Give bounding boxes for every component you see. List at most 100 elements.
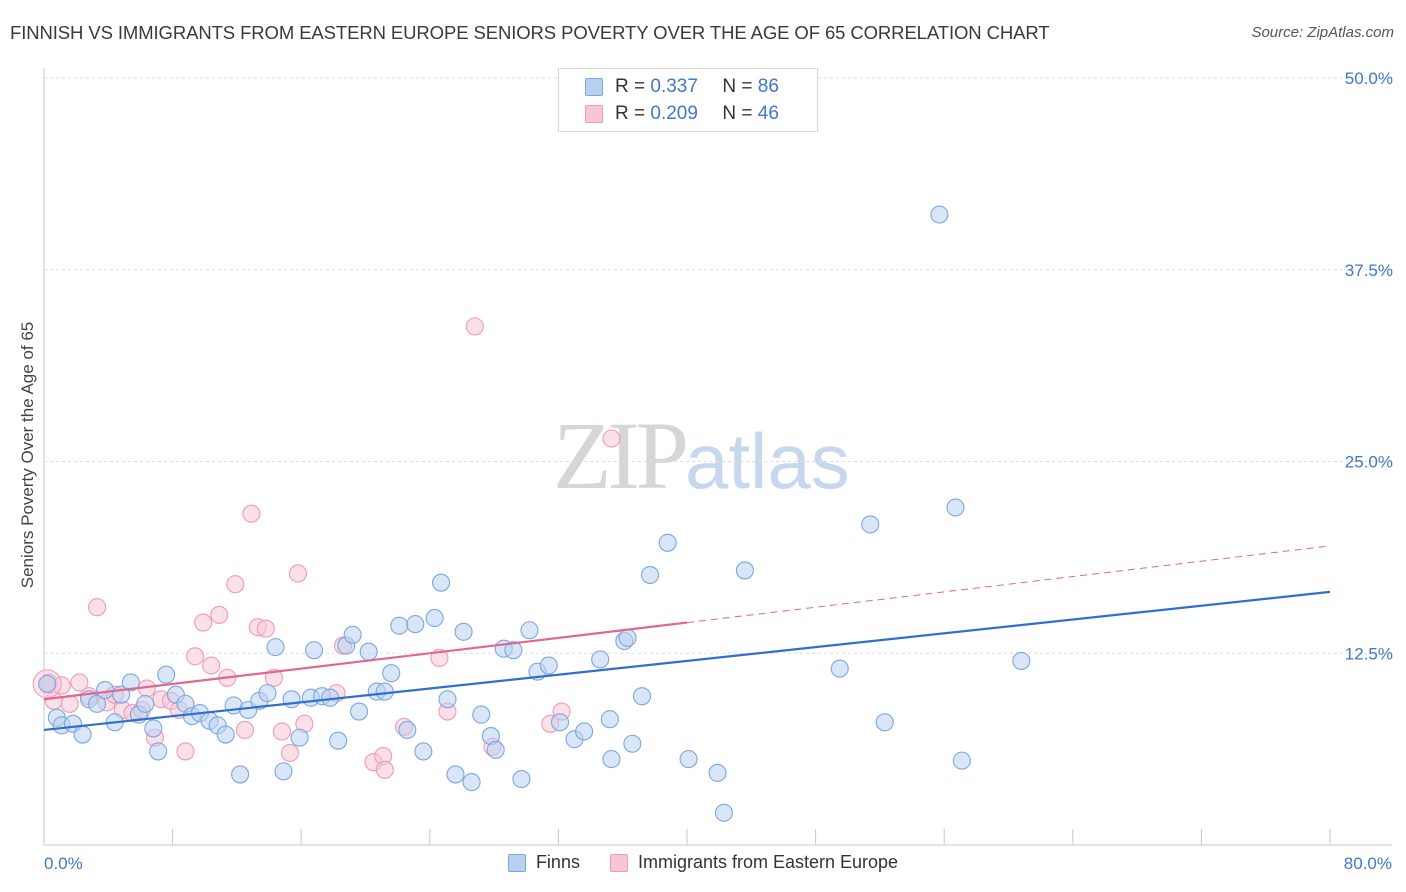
- finns-point: [875, 713, 894, 732]
- legend-label-immigrants: Immigrants from Eastern Europe: [637, 852, 899, 872]
- immigrants-point: [288, 564, 308, 583]
- finns-point: [375, 682, 394, 701]
- finns-point: [157, 665, 176, 684]
- finns-point: [658, 533, 677, 552]
- immigrants-points: [32, 317, 621, 779]
- finns-point: [830, 659, 849, 678]
- finns-point: [258, 684, 277, 703]
- finns-point: [425, 608, 444, 628]
- y-tick-label: 50.0%: [1345, 69, 1393, 88]
- legend-n-label: N =: [722, 103, 753, 124]
- legend-n-value: 86: [757, 76, 779, 97]
- immigrants-swatch: [609, 853, 628, 872]
- finns-point: [602, 750, 621, 769]
- finns-point: [735, 561, 754, 580]
- finns-point: [946, 498, 965, 517]
- finns-point: [618, 628, 637, 647]
- immigrants-point: [235, 720, 254, 740]
- finns-point: [486, 740, 505, 759]
- legend-item-finns: Finns: [507, 852, 580, 873]
- legend-n-label: N =: [722, 76, 753, 97]
- finns-point: [382, 664, 401, 683]
- finns-point: [952, 751, 971, 770]
- immigrants-point: [264, 668, 283, 687]
- finns-point: [216, 725, 235, 744]
- finns-point: [1012, 651, 1031, 670]
- y-tick-labels: 12.5% 25.0% 37.5% 50.0%: [1345, 69, 1393, 663]
- y-tick-label: 12.5%: [1345, 644, 1393, 663]
- finns-point: [861, 515, 880, 534]
- finns-point: [231, 765, 250, 784]
- finns-point: [136, 694, 155, 713]
- axes: [43, 68, 1392, 846]
- immigrants-point: [202, 656, 221, 675]
- finns-point: [640, 565, 660, 585]
- finns-point: [329, 731, 348, 750]
- x-tick-label-max: 80.0%: [1344, 854, 1392, 873]
- finns-point: [446, 765, 465, 784]
- immigrants-trend-line-extension: [686, 545, 1331, 624]
- legend-r-label: R =: [615, 103, 646, 124]
- finns-point: [504, 641, 523, 660]
- legend-label-finns: Finns: [535, 852, 580, 872]
- finns-point: [472, 705, 491, 724]
- finns-point: [714, 803, 734, 822]
- finns-point: [87, 694, 107, 713]
- finns-point: [512, 769, 531, 789]
- finns-point: [591, 650, 610, 669]
- finns-point: [632, 687, 652, 706]
- finns-point: [406, 615, 425, 634]
- legend-r-label: R =: [615, 76, 646, 97]
- finns-trend-line: [43, 590, 1331, 732]
- immigrants-point: [176, 742, 195, 761]
- finns-point: [600, 710, 619, 729]
- legend-row-immigrants: R = 0.209 N = 46: [585, 102, 779, 126]
- finns-point: [149, 742, 168, 761]
- finns-point: [398, 720, 417, 740]
- immigrants-point: [375, 760, 394, 779]
- immigrants-point: [242, 504, 261, 523]
- immigrants-trend-line: [43, 621, 688, 701]
- finns-point: [343, 625, 362, 644]
- legend-r-value: 0.337: [650, 76, 698, 97]
- finns-point: [73, 725, 92, 744]
- finns-point: [438, 690, 457, 709]
- finns-point: [930, 205, 949, 224]
- immigrants-point: [87, 598, 107, 617]
- finns-point: [708, 763, 727, 782]
- finns-swatch: [507, 853, 526, 872]
- finns-point: [414, 742, 433, 761]
- x-tick-labels: 0.0% 80.0%: [44, 854, 1392, 873]
- finns-point: [390, 616, 409, 635]
- zipatlas-watermark: ZIPatlas: [553, 400, 850, 511]
- finns-point: [432, 573, 451, 592]
- finns-point: [305, 641, 324, 660]
- finns-points: [38, 205, 1031, 822]
- finns-point: [144, 719, 163, 738]
- x-tick-label-min: 0.0%: [44, 854, 83, 873]
- trend-lines: [43, 545, 1331, 732]
- immigrants-point: [210, 605, 229, 624]
- immigrants-point: [186, 647, 205, 666]
- finns-point: [274, 762, 293, 781]
- finns-point: [454, 622, 473, 641]
- finns-point: [96, 681, 115, 700]
- chart-title: FINNISH VS IMMIGRANTS FROM EASTERN EUROP…: [10, 22, 1050, 43]
- legend-n-value: 46: [757, 103, 779, 124]
- immigrants-point: [256, 619, 275, 638]
- immigrants-point: [226, 575, 245, 594]
- y-tick-label: 25.0%: [1345, 453, 1393, 472]
- finns-point: [679, 750, 698, 769]
- finns-point: [290, 728, 309, 747]
- chart-source: Source: ZipAtlas.com: [1251, 24, 1394, 41]
- y-tick-label: 37.5%: [1345, 261, 1393, 280]
- finns-point: [121, 673, 140, 692]
- finns-point: [462, 773, 481, 792]
- finns-point: [38, 674, 57, 693]
- immigrants-point: [602, 429, 621, 448]
- immigrants-swatch: [585, 105, 603, 123]
- finns-point: [575, 722, 594, 741]
- correlation-legend: R = 0.337 N = 86 R = 0.209 N = 46: [558, 68, 818, 132]
- finns-point: [550, 713, 570, 732]
